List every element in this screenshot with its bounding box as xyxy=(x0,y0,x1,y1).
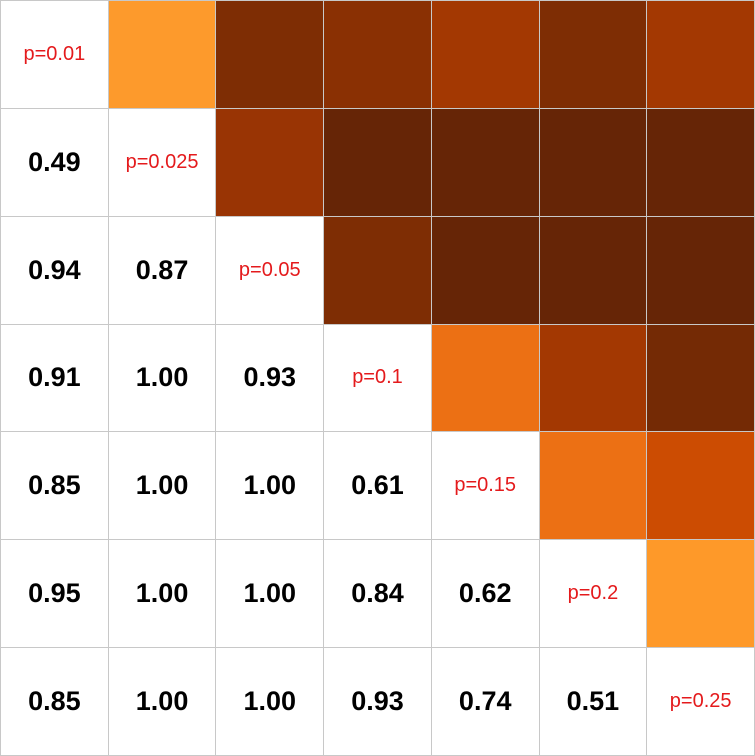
value-cell-2-0: 0.94 xyxy=(1,216,109,325)
value-cell-5-2: 1.00 xyxy=(216,540,325,649)
color-cell-2-5 xyxy=(539,216,648,325)
value-cell-6-4: 0.74 xyxy=(431,648,540,756)
value-cell-2-1: 0.87 xyxy=(108,216,217,325)
value-cell-5-4: 0.62 xyxy=(431,540,540,649)
color-cell-4-6 xyxy=(647,432,755,541)
value-cell-6-2: 1.00 xyxy=(216,648,325,756)
value-cell-1-0: 0.49 xyxy=(1,108,109,217)
color-cell-4-5 xyxy=(539,432,648,541)
diagonal-label-1: p=0.025 xyxy=(108,108,217,217)
value-cell-4-0: 0.85 xyxy=(1,432,109,541)
color-cell-1-6 xyxy=(647,108,755,217)
value-cell-4-3: 0.61 xyxy=(324,432,432,541)
value-cell-5-3: 0.84 xyxy=(324,540,432,649)
value-cell-4-1: 1.00 xyxy=(108,432,217,541)
color-cell-0-4 xyxy=(431,1,540,109)
color-cell-0-2 xyxy=(216,1,325,109)
diagonal-label-5: p=0.2 xyxy=(539,540,648,649)
value-cell-3-1: 1.00 xyxy=(108,324,217,433)
value-cell-6-0: 0.85 xyxy=(1,648,109,756)
color-cell-5-6 xyxy=(647,540,755,649)
value-cell-5-1: 1.00 xyxy=(108,540,217,649)
diagonal-label-0: p=0.01 xyxy=(1,1,109,109)
value-cell-5-0: 0.95 xyxy=(1,540,109,649)
color-cell-3-4 xyxy=(431,324,540,433)
diagonal-label-6: p=0.25 xyxy=(647,648,755,756)
color-cell-1-3 xyxy=(324,108,432,217)
color-cell-0-6 xyxy=(647,1,755,109)
color-cell-3-5 xyxy=(539,324,648,433)
color-cell-2-3 xyxy=(324,216,432,325)
color-cell-0-3 xyxy=(324,1,432,109)
diagonal-label-3: p=0.1 xyxy=(324,324,432,433)
value-cell-6-5: 0.51 xyxy=(539,648,648,756)
color-cell-2-6 xyxy=(647,216,755,325)
value-cell-6-1: 1.00 xyxy=(108,648,217,756)
color-cell-1-2 xyxy=(216,108,325,217)
value-cell-4-2: 1.00 xyxy=(216,432,325,541)
value-cell-3-0: 0.91 xyxy=(1,324,109,433)
diagonal-label-2: p=0.05 xyxy=(216,216,325,325)
value-cell-6-3: 0.93 xyxy=(324,648,432,756)
color-cell-0-1 xyxy=(108,1,217,109)
color-cell-0-5 xyxy=(539,1,648,109)
diagonal-label-4: p=0.15 xyxy=(431,432,540,541)
value-cell-3-2: 0.93 xyxy=(216,324,325,433)
color-cell-3-6 xyxy=(647,324,755,433)
color-cell-1-4 xyxy=(431,108,540,217)
color-cell-2-4 xyxy=(431,216,540,325)
color-cell-1-5 xyxy=(539,108,648,217)
